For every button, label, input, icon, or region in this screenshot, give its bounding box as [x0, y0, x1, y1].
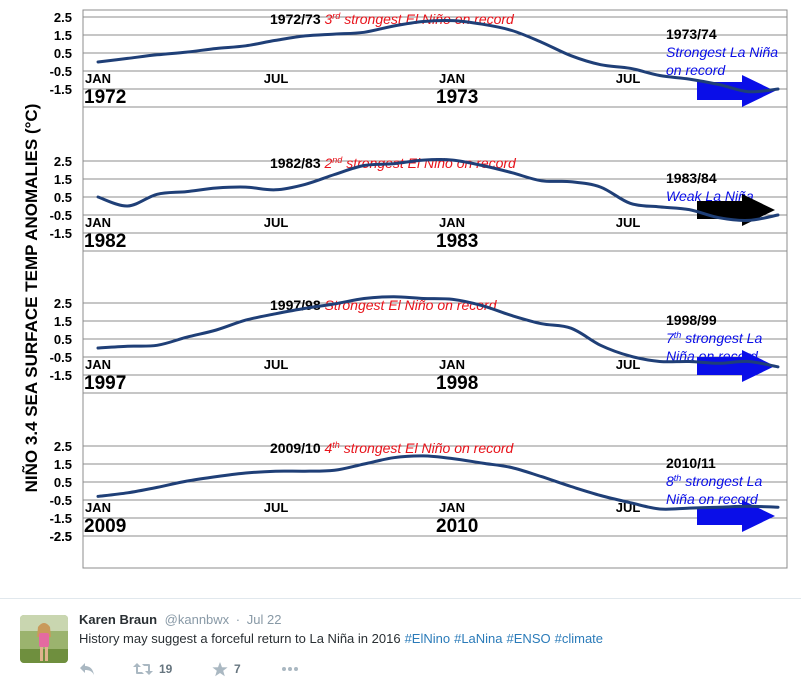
- more-icon: [282, 667, 298, 671]
- year-start-label: 2009: [84, 516, 126, 537]
- outcome-line: Strongest La Niña: [666, 44, 778, 60]
- outcome-title: 2010/11: [666, 455, 716, 471]
- retweet-button[interactable]: 19: [133, 659, 172, 679]
- month-label: JAN: [85, 357, 111, 372]
- reply-button[interactable]: [79, 659, 95, 679]
- month-label: JAN: [439, 71, 465, 86]
- month-label: JAN: [85, 215, 111, 230]
- reply-icon: [80, 663, 94, 675]
- y-tick-label: -1.5: [50, 511, 72, 526]
- y-tick-label: 0.5: [54, 46, 72, 61]
- month-label: JUL: [264, 71, 289, 86]
- month-label: JUL: [616, 71, 641, 86]
- retweet-count: 19: [159, 662, 173, 676]
- month-label: JUL: [264, 215, 289, 230]
- user-handle[interactable]: @kannbwx: [164, 612, 230, 627]
- header-separator: ·: [235, 612, 241, 627]
- y-tick-label: -1.5: [50, 226, 72, 241]
- tweet-header: Karen Braun @kannbwx · Jul 22: [79, 611, 281, 629]
- series-line: [96, 295, 780, 369]
- enso-chart: NIÑO 3.4 SEA SURFACE TEMP ANOMALIES (°C)…: [21, 9, 788, 569]
- user-name[interactable]: Karen Braun: [79, 612, 158, 627]
- y-tick-label: -2.5: [50, 529, 72, 544]
- outcome-arrow: [697, 350, 775, 382]
- outcome-title: 1983/84: [666, 170, 717, 186]
- y-tick-label: 1.5: [54, 28, 72, 43]
- tweet[interactable]: Karen Braun @kannbwx · Jul 22 History ma…: [0, 599, 801, 695]
- y-tick-label: -2.5: [50, 529, 72, 544]
- month-label: JAN: [85, 71, 111, 86]
- panel-1: 2.5 1.5 0.5 -0.5 -1.5 JAN JUL JAN JUL 1982 1983 198…: [50, 154, 787, 252]
- enso-chart-svg: NIÑO 3.4 SEA SURFACE TEMP ANOMALIES (°C)…: [21, 9, 788, 569]
- retweet-icon: [133, 663, 153, 675]
- outcome-line: on record: [666, 62, 726, 78]
- y-tick-label: -0.5: [50, 64, 72, 79]
- outcome-line: Niña on record: [666, 491, 759, 507]
- outcome-title: 1973/74: [666, 26, 717, 42]
- outcome-line: 8th strongest La: [666, 473, 762, 489]
- y-tick-label: -0.5: [50, 493, 72, 508]
- hashtag-climate[interactable]: #climate: [554, 631, 604, 646]
- series-line: [96, 454, 780, 511]
- y-tick-label: 0.5: [54, 190, 72, 205]
- hashtag-elnino[interactable]: #ElNino: [404, 631, 451, 646]
- y-tick-label: 1.5: [54, 314, 72, 329]
- event-label: 1982/83 2nd strongest El Niño on record: [270, 155, 517, 171]
- year-end-label: 1983: [436, 231, 478, 252]
- y-tick-label: 2.5: [54, 154, 72, 169]
- month-label: JAN: [85, 500, 111, 515]
- year-start-label: 1982: [84, 231, 126, 252]
- y-tick-label: 2.5: [54, 296, 72, 311]
- month-label: JUL: [616, 215, 641, 230]
- panel-0: 2.5 1.5 0.5 -0.5 -1.5 JAN JUL JAN JUL 1972 1973 197…: [50, 10, 787, 108]
- favorite-button[interactable]: 7: [212, 659, 241, 679]
- avatar[interactable]: [20, 615, 68, 663]
- more-button[interactable]: [282, 659, 298, 679]
- hashtag-lanina[interactable]: #LaNina: [454, 631, 503, 646]
- y-tick-label: 0.5: [54, 475, 72, 490]
- tweet-text: History may suggest a forceful return to…: [79, 630, 603, 648]
- year-start-label: 1997: [84, 373, 126, 394]
- y-tick-label: -1.5: [50, 82, 72, 97]
- plot-frame: [82, 9, 788, 569]
- y-tick-label: -1.5: [50, 368, 72, 383]
- y-tick-label: 0.5: [54, 332, 72, 347]
- year-end-label: 2010: [436, 516, 478, 537]
- favorite-icon: [212, 661, 228, 676]
- month-label: JUL: [616, 357, 641, 372]
- event-label: 1997/98 Strongest El Niño on record: [270, 297, 498, 313]
- tweet-timestamp[interactable]: Jul 22: [246, 612, 282, 627]
- tweet-body: History may suggest a forceful return to…: [79, 631, 401, 646]
- year-end-label: 1973: [436, 87, 478, 108]
- year-end-label: 1998: [436, 373, 478, 394]
- outcome-title: 1998/99: [666, 312, 717, 328]
- y-axis-title: NIÑO 3.4 SEA SURFACE TEMP ANOMALIES (°C): [21, 104, 41, 493]
- y-tick-label: -0.5: [50, 208, 72, 223]
- month-label: JAN: [439, 357, 465, 372]
- hashtag-enso[interactable]: #ENSO: [506, 631, 551, 646]
- y-tick-label: 1.5: [54, 172, 72, 187]
- month-label: JUL: [264, 500, 289, 515]
- favorite-count: 7: [234, 662, 241, 676]
- outcome-line: 7th strongest La: [666, 330, 762, 346]
- y-tick-label: 2.5: [54, 10, 72, 25]
- event-label: 2009/10 4th strongest El Niño on record: [270, 440, 515, 456]
- outcome-line: Weak La Niña: [666, 188, 754, 204]
- series-line: [96, 18, 780, 94]
- month-label: JUL: [264, 357, 289, 372]
- year-start-label: 1972: [84, 87, 126, 108]
- y-tick-label: 1.5: [54, 457, 72, 472]
- y-tick-label: -0.5: [50, 350, 72, 365]
- y-tick-label: 2.5: [54, 439, 72, 454]
- series-line: [96, 158, 780, 222]
- panel-2: 2.5 1.5 0.5 -0.5 -1.5 JAN JUL JAN JUL 1997 1998 199…: [50, 295, 787, 394]
- divider: [0, 598, 801, 599]
- month-label: JAN: [439, 215, 465, 230]
- tweet-actions: 19 7: [79, 659, 379, 679]
- month-label: JAN: [439, 500, 465, 515]
